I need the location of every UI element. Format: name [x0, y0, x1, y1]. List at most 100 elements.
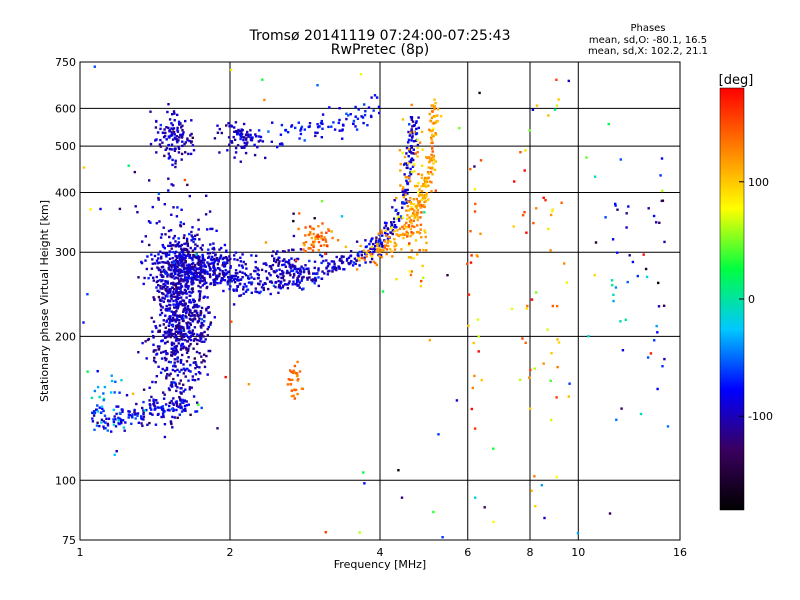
echo-point [275, 252, 278, 256]
echo-point [358, 250, 361, 254]
echo-point [425, 195, 428, 198]
echo-point [165, 126, 168, 129]
echo-point [182, 345, 185, 348]
echo-point [427, 176, 430, 179]
echo-point [89, 208, 92, 211]
echo-point [406, 192, 409, 195]
echo-point [202, 257, 205, 261]
echo-point [170, 408, 174, 411]
echo-point [172, 237, 175, 240]
echo-point [182, 263, 185, 267]
echo-point [191, 287, 194, 290]
echo-point [314, 276, 317, 280]
echo-point [183, 303, 186, 307]
echo-point [402, 236, 405, 240]
echo-point [174, 327, 177, 331]
echo-point [90, 396, 94, 400]
echo-point [326, 265, 330, 268]
echo-point [411, 125, 414, 128]
echo-point [341, 261, 345, 264]
echo-point [282, 274, 285, 278]
echo-point [247, 276, 250, 280]
echo-point [181, 291, 185, 294]
echo-point [419, 223, 423, 226]
echo-point [163, 369, 167, 372]
echo-point [296, 257, 300, 261]
echo-point [148, 399, 151, 402]
echo-point [117, 419, 120, 422]
echo-point [431, 141, 434, 144]
echo-point [191, 249, 195, 252]
echo-point [432, 105, 436, 109]
echo-point [168, 257, 172, 260]
echo-point [208, 349, 212, 353]
echo-point [174, 352, 177, 355]
echo-point [179, 282, 182, 285]
echo-point [278, 142, 282, 146]
echo-point [277, 275, 280, 279]
echo-point [161, 296, 164, 299]
echo-point [177, 342, 180, 345]
echo-point [364, 239, 367, 242]
echo-point [180, 158, 183, 161]
echo-point [412, 212, 415, 215]
echo-point [290, 125, 293, 128]
echo-point [187, 250, 190, 253]
echo-point [175, 330, 179, 333]
echo-point [209, 258, 213, 261]
echo-point [174, 339, 178, 342]
echo-point [179, 303, 182, 306]
echo-point [193, 247, 197, 251]
echo-point [235, 278, 239, 281]
echo-point [186, 287, 190, 290]
echo-point [189, 314, 192, 318]
echo-point [555, 396, 558, 399]
echo-point [412, 140, 416, 143]
echo-point [172, 381, 175, 384]
echo-point [172, 261, 176, 264]
echo-point [200, 248, 204, 251]
echo-point [327, 228, 330, 231]
echo-point [241, 271, 244, 274]
echo-point [420, 130, 424, 134]
echo-point [363, 482, 366, 485]
echo-point [189, 268, 192, 271]
echo-point [187, 321, 190, 324]
echo-point [171, 123, 174, 127]
echo-point [167, 244, 170, 248]
echo-point [656, 331, 659, 334]
echo-point [113, 391, 116, 394]
echo-point [416, 143, 420, 147]
echo-point [220, 277, 223, 280]
echo-point [189, 335, 192, 339]
echo-point [134, 417, 137, 420]
echo-point [544, 199, 547, 202]
echo-point [143, 276, 146, 280]
echo-point [187, 152, 190, 156]
echo-point [192, 255, 195, 258]
echo-point [174, 381, 177, 385]
echo-point [153, 356, 156, 360]
echo-point [254, 133, 257, 136]
echo-point [226, 261, 229, 264]
echo-point [174, 258, 178, 262]
echo-point [399, 215, 403, 218]
echo-point [159, 250, 162, 253]
echo-point [196, 262, 199, 265]
echo-point [422, 184, 426, 187]
echo-point [160, 311, 164, 315]
echo-point [198, 281, 202, 284]
echo-point [414, 213, 417, 216]
echo-point [178, 330, 181, 333]
echo-point [287, 261, 290, 264]
echo-point [195, 278, 198, 281]
echo-point [148, 386, 151, 389]
echo-point [200, 355, 203, 358]
echo-point [655, 324, 658, 328]
echo-point [321, 222, 324, 225]
echo-point [207, 325, 210, 329]
echo-point [192, 395, 196, 398]
echo-point [188, 386, 192, 389]
echo-point [169, 319, 172, 322]
echo-point [320, 261, 323, 265]
